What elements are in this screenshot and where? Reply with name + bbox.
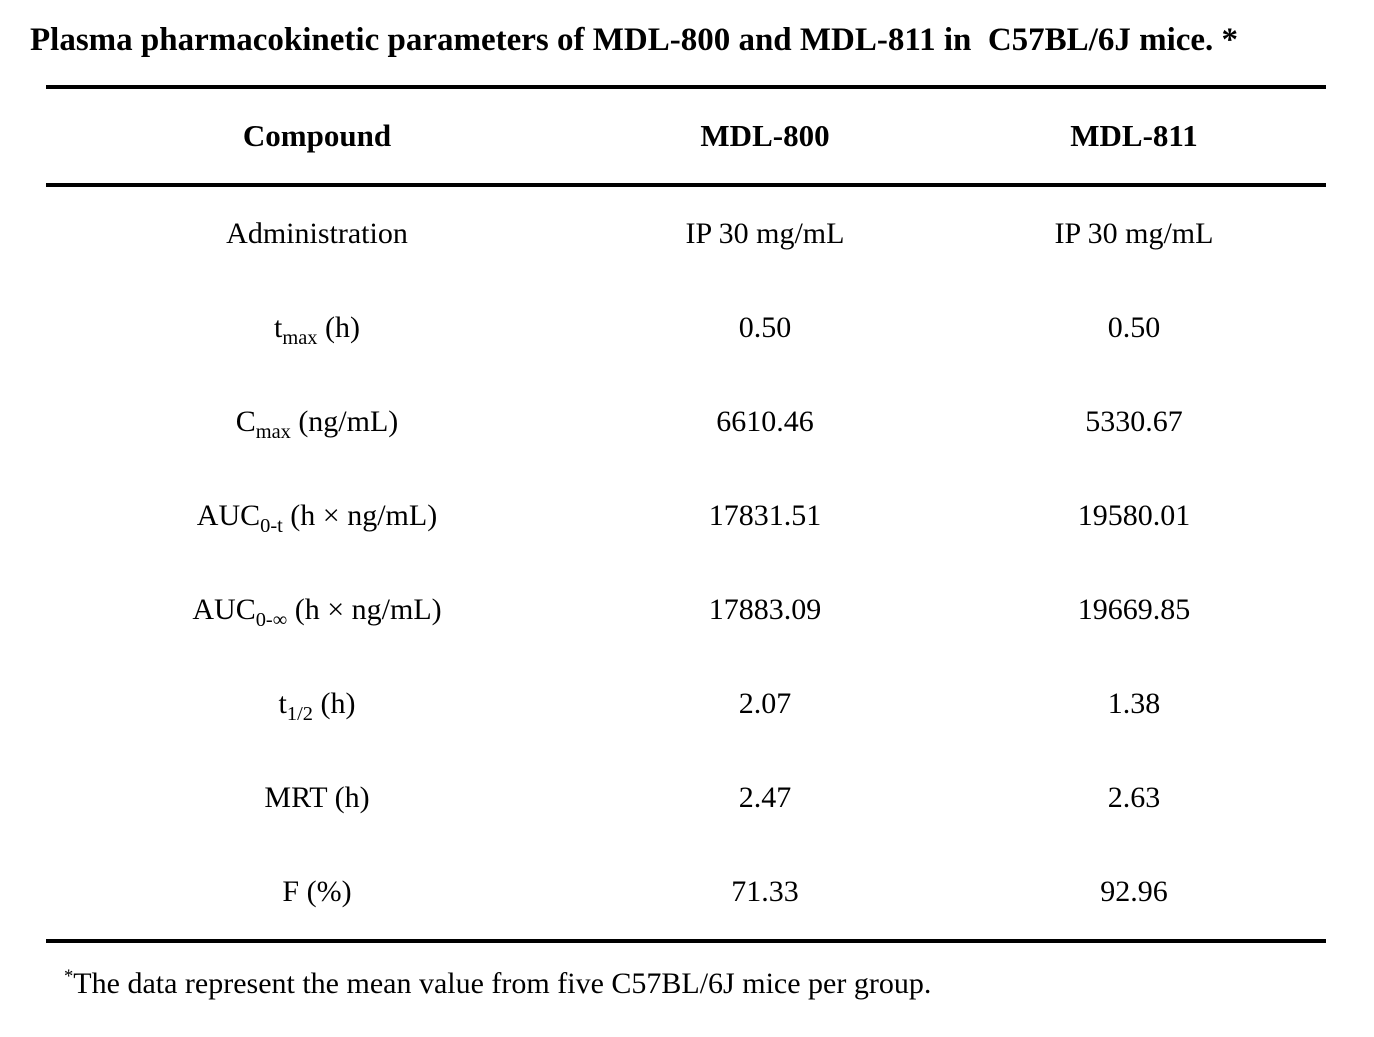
table-header-row: Compound MDL-800 MDL-811 (46, 89, 1326, 188)
cell-mdl800-value: 17831.51 (708, 499, 822, 533)
cell-mdl800-value: IP 30 mg/mL (685, 217, 845, 251)
cell-mdl811-value: 5330.67 (1085, 405, 1183, 439)
row-label: t1/2 (h) (278, 687, 356, 726)
row-label: Cmax (ng/mL) (235, 405, 399, 444)
cell-mdl800-value: 71.33 (731, 875, 799, 909)
column-header-mdl811: MDL-811 (1070, 118, 1198, 154)
cell-mdl800-value: 6610.46 (716, 405, 814, 439)
table-row-auc0inf: AUC0-∞ (h × ng/mL) 17883.09 19669.85 (46, 563, 1326, 657)
cell-mdl800-value: 17883.09 (708, 593, 822, 627)
table-row-bioavailability: F (%) 71.33 92.96 (46, 845, 1326, 939)
row-label: tmax (h) (274, 311, 360, 350)
row-label: MRT (h) (264, 781, 370, 815)
table-row-thalf: t1/2 (h) 2.07 1.38 (46, 657, 1326, 751)
table-row-cmax: Cmax (ng/mL) 6610.46 5330.67 (46, 375, 1326, 469)
table-row-tmax: tmax (h) 0.50 0.50 (46, 281, 1326, 375)
column-header-compound: Compound (242, 118, 392, 154)
cell-mdl800-value: 2.07 (738, 687, 792, 721)
row-label: F (%) (282, 875, 352, 909)
cell-mdl800-value: 0.50 (738, 311, 792, 345)
footnote-asterisk: * (64, 966, 74, 988)
cell-mdl811-value: 92.96 (1100, 875, 1168, 909)
row-label: AUC0-t (h × ng/mL) (196, 499, 438, 538)
cell-mdl800-value: 2.47 (738, 781, 792, 815)
footnote-text: The data represent the mean value from f… (73, 967, 932, 1001)
table-row-mrt: MRT (h) 2.47 2.63 (46, 751, 1326, 845)
table-row-administration: Administration IP 30 mg/mL IP 30 mg/mL (46, 187, 1326, 281)
cell-mdl811-value: IP 30 mg/mL (1054, 217, 1214, 251)
table-row-auc0t: AUC0-t (h × ng/mL) 17831.51 19580.01 (46, 469, 1326, 563)
footnote: *The data represent the mean value from … (64, 967, 1374, 1001)
cell-mdl811-value: 1.38 (1107, 687, 1161, 721)
pk-parameters-table: Compound MDL-800 MDL-811 Administration … (46, 85, 1326, 944)
table-body: Administration IP 30 mg/mL IP 30 mg/mL t… (46, 187, 1326, 944)
cell-mdl811-value: 2.63 (1107, 781, 1161, 815)
row-label: Administration (226, 217, 408, 251)
cell-mdl811-value: 0.50 (1107, 311, 1161, 345)
cell-mdl811-value: 19669.85 (1077, 593, 1191, 627)
row-label: AUC0-∞ (h × ng/mL) (192, 593, 442, 632)
column-header-mdl800: MDL-800 (700, 118, 830, 154)
table-title: Plasma pharmacokinetic parameters of MDL… (30, 22, 1239, 58)
cell-mdl811-value: 19580.01 (1077, 499, 1191, 533)
